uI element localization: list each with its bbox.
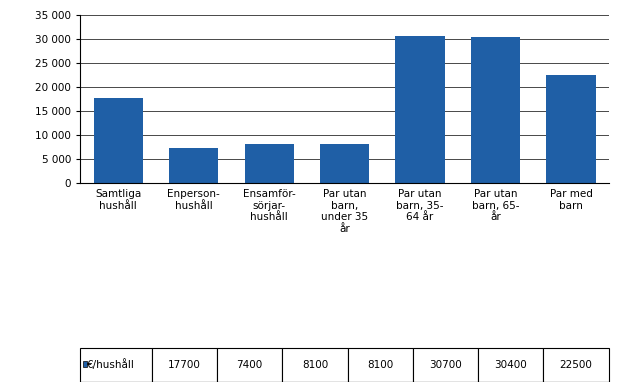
Bar: [320, 144, 369, 183]
Bar: [245, 144, 294, 183]
Text: 7400: 7400: [237, 360, 263, 370]
Text: 8100: 8100: [367, 360, 393, 370]
Bar: [396, 36, 444, 183]
Bar: [93, 98, 143, 183]
Text: 22500: 22500: [560, 360, 593, 370]
Bar: [546, 75, 596, 183]
Text: €/hushåll: €/hushåll: [88, 359, 135, 370]
Text: 8100: 8100: [302, 360, 328, 370]
Bar: [169, 148, 218, 183]
Bar: [471, 37, 520, 183]
Text: 30700: 30700: [429, 360, 462, 370]
Text: 17700: 17700: [168, 360, 201, 370]
Text: 30400: 30400: [494, 360, 527, 370]
